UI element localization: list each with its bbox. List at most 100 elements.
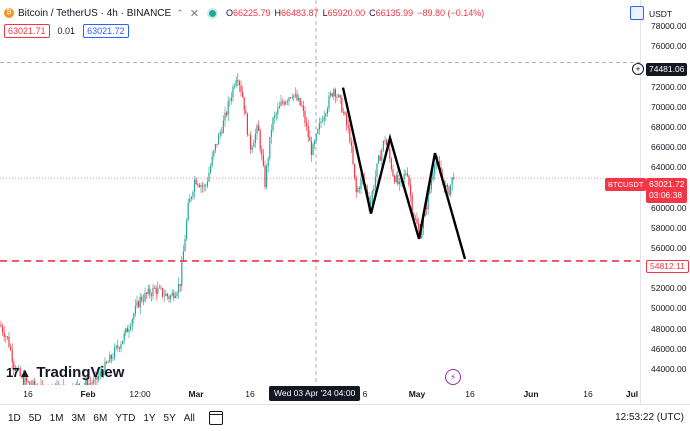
candle-body <box>159 288 160 289</box>
candle-body <box>274 115 275 118</box>
close-icon[interactable]: ✕ <box>190 7 199 20</box>
candle-body <box>255 134 256 143</box>
candle-body <box>271 130 272 137</box>
candle-body <box>290 97 291 98</box>
candle-body <box>120 344 121 349</box>
ohlc-item: −89.80 (−0.14%) <box>417 8 484 18</box>
range-button[interactable]: All <box>184 413 195 424</box>
currency-label[interactable]: USDT <box>649 9 672 19</box>
candle-body <box>415 219 416 220</box>
candle-body <box>264 166 265 187</box>
candle-body <box>124 333 125 340</box>
candle-body <box>287 101 288 102</box>
candle-body <box>164 296 165 297</box>
candle-body <box>261 149 262 155</box>
price-tick: 58000.00 <box>651 223 686 233</box>
price-chart[interactable] <box>0 0 640 385</box>
time-tick: Jul <box>626 389 638 399</box>
ohlc-item: H66483.87 <box>275 8 319 18</box>
candle-body <box>340 95 341 98</box>
candle-body <box>375 177 376 188</box>
candle-body <box>242 92 243 97</box>
candle-body <box>207 181 208 185</box>
candle-body <box>239 81 240 85</box>
candle-body <box>378 156 379 164</box>
candle-body <box>308 126 309 137</box>
price-tick: 70000.00 <box>651 102 686 112</box>
candle-body <box>218 135 219 145</box>
candle-body <box>213 150 214 156</box>
candle-body <box>276 114 277 116</box>
time-tick: 12:00 <box>129 389 150 399</box>
candle-body <box>165 294 166 296</box>
candle-body <box>288 97 289 101</box>
candle-body <box>221 132 222 133</box>
candle-body <box>220 132 221 134</box>
candle-body <box>172 293 173 296</box>
candle-body <box>296 94 297 100</box>
range-button[interactable]: 3M <box>72 413 86 424</box>
candle-body <box>144 293 145 301</box>
candle-body <box>327 108 328 113</box>
candle-body <box>240 85 241 92</box>
price-tick: 78000.00 <box>651 21 686 31</box>
tradingview-mark-icon: 17▲ <box>6 365 30 380</box>
candle-body <box>232 87 233 98</box>
price-tick: 66000.00 <box>651 142 686 152</box>
candle-body <box>325 114 326 117</box>
candle-body <box>384 140 385 141</box>
range-button[interactable]: 5D <box>29 413 42 424</box>
range-button[interactable]: YTD <box>115 413 135 424</box>
candle-body <box>348 125 349 128</box>
candle-body <box>432 174 433 180</box>
utc-clock[interactable]: 12:53:22 (UTC) <box>615 412 684 423</box>
candle-body <box>282 102 283 103</box>
ohlc-item: C66135.99 <box>369 8 413 18</box>
ohlc-value: 65920.00 <box>328 8 366 18</box>
candle-body <box>173 293 174 298</box>
candle-body <box>392 169 393 176</box>
tradingview-logo[interactable]: 17▲ TradingView <box>6 364 124 381</box>
settings-icon[interactable] <box>630 6 644 20</box>
logo-text: TradingView <box>36 364 124 381</box>
range-button[interactable]: 6M <box>93 413 107 424</box>
candle-body <box>303 106 304 111</box>
range-button[interactable]: 1M <box>50 413 64 424</box>
candle-body <box>319 123 320 129</box>
range-button[interactable]: 1D <box>8 413 21 424</box>
candle-body <box>186 220 187 239</box>
candle-body <box>380 156 381 161</box>
symbol-title[interactable]: Bitcoin / TetherUS · 4h · BINANCE <box>18 8 171 19</box>
candle-body <box>184 239 185 251</box>
candle-body <box>253 143 254 147</box>
candle-body <box>196 180 197 184</box>
candle-body <box>168 296 169 299</box>
candle-body <box>248 135 249 136</box>
calendar-icon[interactable] <box>209 411 223 425</box>
bottom-toolbar: 1D 5D 1M 3M 6M YTD 1Y 5Y All 12:53:22 (UTC) <box>0 404 690 431</box>
candle-body <box>106 362 107 363</box>
candle-body <box>357 188 358 192</box>
sell-price-button[interactable]: 63021.71 <box>4 24 50 38</box>
lightning-icon[interactable]: ⚡ <box>445 369 461 385</box>
candle-body <box>336 97 337 98</box>
ohlc-value: −89.80 (−0.14%) <box>417 8 484 18</box>
market-status-icon[interactable] <box>209 10 216 17</box>
candle-body <box>426 208 427 210</box>
candle-body <box>210 166 211 173</box>
candle-body <box>344 112 345 114</box>
candle-body <box>156 288 157 294</box>
chevron-up-icon[interactable]: ⌃ <box>176 8 184 19</box>
candle-body <box>109 355 110 362</box>
range-button[interactable]: 5Y <box>164 413 176 424</box>
range-button[interactable]: 1Y <box>143 413 155 424</box>
add-alert-plus-icon[interactable]: + <box>632 63 644 75</box>
candle-body <box>151 295 152 296</box>
candle-body <box>317 129 318 133</box>
ohlc-value: 66483.87 <box>281 8 319 18</box>
candle-body <box>373 188 374 191</box>
candle-body <box>212 156 213 166</box>
candle-body <box>372 191 373 201</box>
buy-price-button[interactable]: 63021.72 <box>83 24 129 38</box>
